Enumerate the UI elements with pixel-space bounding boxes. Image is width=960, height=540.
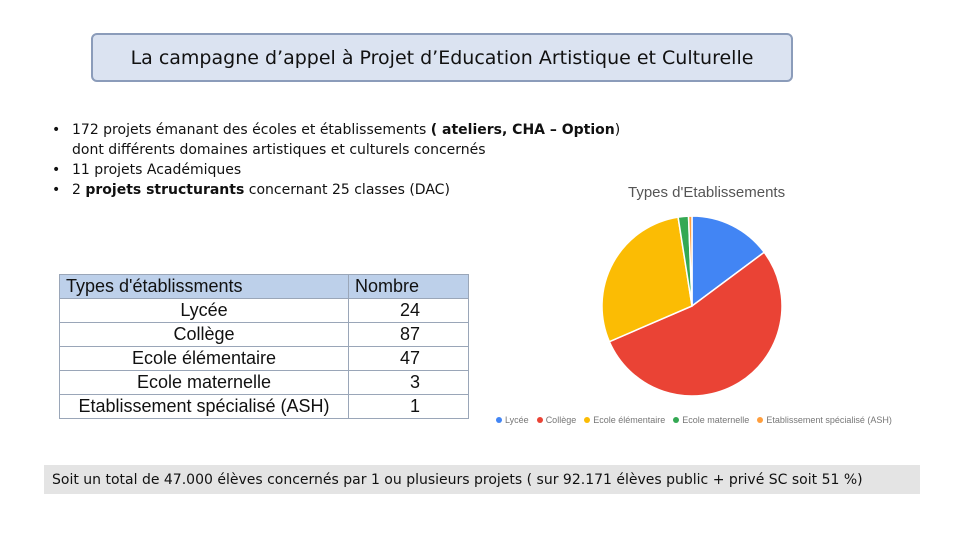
bullet-1-bold: ( ateliers, CHA – Option bbox=[430, 122, 615, 138]
legend-dot-icon bbox=[536, 417, 543, 423]
row-name: Ecole élémentaire bbox=[59, 346, 349, 371]
legend-item-0: Lycée bbox=[496, 415, 529, 425]
table-row: Lycée 24 bbox=[59, 298, 469, 323]
legend-label: Ecole élémentaire bbox=[593, 415, 666, 425]
bullet-2-text: 11 projets Académiques bbox=[72, 162, 242, 178]
bullet-list: 172 projets émanant des écoles et établi… bbox=[48, 120, 668, 200]
legend-dot-icon bbox=[673, 417, 680, 423]
row-count: 3 bbox=[348, 370, 469, 395]
slide-title-text: La campagne d’appel à Projet d’Education… bbox=[130, 46, 754, 69]
chart-legend: Lycée Collège Ecole élémentaire Ecole mater… bbox=[496, 415, 892, 425]
legend-item-4: Etablissement spécialisé (ASH) bbox=[757, 415, 892, 425]
bullet-item-academic: 11 projets Académiques bbox=[48, 160, 668, 180]
row-count: 24 bbox=[348, 298, 469, 323]
legend-item-3: Ecole maternelle bbox=[673, 415, 749, 425]
legend-label: Collège bbox=[545, 415, 577, 425]
table-row: Ecole maternelle 3 bbox=[59, 370, 469, 395]
row-count: 47 bbox=[348, 346, 469, 371]
legend-dot-icon bbox=[496, 417, 502, 423]
pie-slice-2 bbox=[601, 216, 693, 343]
legend-label: Ecole maternelle bbox=[682, 415, 750, 425]
legend-label: Etablissement spécialisé (ASH) bbox=[766, 415, 892, 425]
table-row: Etablissement spécialisé (ASH) 1 bbox=[59, 394, 469, 419]
row-name: Lycée bbox=[59, 298, 349, 323]
bullet-1-tail: ) bbox=[614, 122, 621, 138]
establishments-table: Types d'établissments Nombre Lycée 24 Co… bbox=[59, 274, 469, 419]
pie-chart: Types d'Etablissements Lycée Collège Ecole… bbox=[490, 178, 920, 440]
bullet-item-projects: 172 projets émanant des écoles et établi… bbox=[48, 120, 668, 160]
bullet-3-prefix: 2 bbox=[72, 182, 86, 198]
row-name: Collège bbox=[59, 322, 349, 347]
pie-slice-0 bbox=[691, 215, 766, 308]
slide-title: La campagne d’appel à Projet d’Education… bbox=[91, 33, 793, 82]
row-name: Etablissement spécialisé (ASH) bbox=[59, 394, 349, 419]
row-count: 1 bbox=[348, 394, 469, 419]
summary-text: Soit un total de 47.000 élèves concernés… bbox=[52, 471, 863, 488]
row-count: 87 bbox=[348, 322, 469, 347]
chart-title: Types d'Etablissements bbox=[628, 184, 786, 201]
bullet-1-line2: dont différents domaines artistiques et … bbox=[72, 142, 486, 158]
legend-dot-icon bbox=[757, 417, 764, 423]
legend-item-2: Ecole élémentaire bbox=[584, 415, 665, 425]
pie-slice-4 bbox=[687, 215, 693, 307]
header-count: Nombre bbox=[348, 274, 469, 299]
summary-footer: Soit un total de 47.000 élèves concernés… bbox=[44, 465, 920, 494]
table-row: Collège 87 bbox=[59, 322, 469, 347]
bullet-3-bold: projets structurants bbox=[85, 182, 245, 198]
bullet-1-text: 172 projets émanant des écoles et établi… bbox=[72, 122, 431, 138]
table-header-row: Types d'établissments Nombre bbox=[59, 274, 469, 299]
legend-dot-icon bbox=[584, 417, 591, 423]
legend-label: Lycée bbox=[505, 415, 529, 425]
bullet-3-text: concernant 25 classes (DAC) bbox=[244, 182, 450, 198]
bullet-item-structuring: 2 projets structurants concernant 25 cla… bbox=[48, 180, 668, 200]
pie-slice-1 bbox=[608, 251, 783, 397]
pie-chart-svg bbox=[601, 215, 783, 397]
header-type: Types d'établissments bbox=[59, 274, 349, 299]
legend-item-1: Collège bbox=[536, 415, 577, 425]
table-row: Ecole élémentaire 47 bbox=[59, 346, 469, 371]
row-name: Ecole maternelle bbox=[59, 370, 349, 395]
